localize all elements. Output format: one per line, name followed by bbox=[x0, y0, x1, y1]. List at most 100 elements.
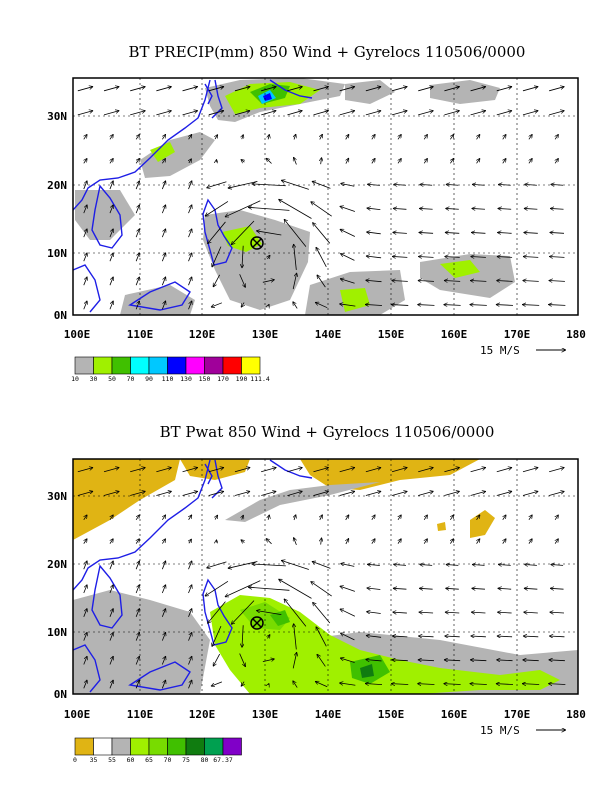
wind-vector bbox=[366, 612, 380, 614]
colorbar-label: 55 bbox=[108, 756, 116, 764]
lon-tick-labels: 100E 110E 120E 130E 140E 150E 160E 170E … bbox=[64, 708, 586, 721]
lon-tick: 110E bbox=[127, 708, 154, 721]
wind-vector bbox=[136, 539, 139, 544]
wind-vector bbox=[420, 564, 433, 565]
wind-vector bbox=[228, 181, 258, 188]
wind-vector bbox=[446, 564, 459, 565]
wind-vector bbox=[189, 515, 192, 520]
wind-vector bbox=[130, 111, 145, 115]
wind-vector bbox=[312, 222, 329, 243]
wind-vector bbox=[183, 491, 198, 495]
wind-vector bbox=[213, 654, 220, 666]
wind-vector bbox=[372, 515, 375, 520]
wind-vector bbox=[156, 111, 171, 115]
lon-tick: 160E bbox=[441, 708, 468, 721]
wind-vector bbox=[281, 560, 309, 569]
wind-vector bbox=[529, 158, 532, 163]
wind-vector bbox=[471, 232, 485, 233]
wind-vector bbox=[136, 515, 139, 520]
wind-vector bbox=[445, 232, 459, 233]
wind-vector bbox=[311, 202, 332, 217]
lon-tick: 110E bbox=[127, 328, 154, 341]
wind-vector bbox=[78, 87, 93, 91]
wind-vector bbox=[523, 256, 538, 257]
lon-tick: 150E bbox=[378, 708, 405, 721]
wind-vector bbox=[162, 134, 165, 139]
colorbar-label: 90 bbox=[145, 375, 153, 383]
wind-vector bbox=[110, 539, 113, 544]
colorbar-swatch bbox=[149, 738, 168, 755]
wind-vector bbox=[84, 134, 87, 139]
colorbar-label: 75 bbox=[182, 756, 190, 764]
wind-vector bbox=[293, 302, 298, 309]
wind-vector bbox=[346, 515, 349, 520]
wind-vector bbox=[252, 184, 286, 186]
wind-vector bbox=[472, 564, 485, 565]
wind-vector bbox=[550, 232, 564, 233]
lon-tick: 140E bbox=[315, 708, 342, 721]
wind-vector bbox=[241, 159, 245, 162]
wind-vector bbox=[316, 247, 326, 267]
lat-tick-labels: 0N 10N 20N 30N bbox=[47, 110, 67, 322]
wind-vector bbox=[503, 515, 506, 520]
wind-vector bbox=[189, 205, 192, 214]
wind-vector bbox=[225, 581, 260, 597]
wind-vector bbox=[110, 158, 113, 163]
wind-vector bbox=[78, 111, 93, 115]
wind-vector bbox=[366, 111, 381, 115]
wind-vector bbox=[549, 467, 564, 471]
wind-vector bbox=[366, 491, 381, 495]
wind-vector bbox=[523, 232, 537, 233]
wind-vector bbox=[497, 232, 511, 233]
wind-vector bbox=[213, 275, 220, 287]
colorbar-label: 60 bbox=[127, 756, 135, 764]
wind-vector bbox=[524, 184, 537, 185]
wind-vector bbox=[445, 612, 459, 613]
colorbar-label: 50 bbox=[108, 375, 116, 383]
wind-vector bbox=[340, 491, 355, 495]
wind-vector bbox=[340, 183, 354, 186]
wind-vector bbox=[228, 562, 258, 569]
wind-vector bbox=[471, 111, 486, 115]
lat-tick: 30N bbox=[47, 110, 67, 123]
lon-tick-labels: 100E 110E 120E 130E 140E 150E 160E 170E … bbox=[64, 328, 586, 341]
wind-vector bbox=[549, 281, 565, 282]
wind-vector bbox=[477, 539, 480, 544]
colorbar-label: 111.4 bbox=[250, 375, 270, 383]
wind-vector bbox=[162, 229, 165, 238]
wind-vector bbox=[393, 612, 407, 613]
reference-vector-label: 15 M/S bbox=[480, 344, 520, 357]
wind-vector bbox=[294, 134, 296, 140]
wind-vector bbox=[84, 301, 87, 310]
wind-vector bbox=[523, 281, 539, 282]
wind-vector bbox=[471, 612, 485, 613]
wind-vector bbox=[268, 515, 269, 520]
wind-vector bbox=[549, 256, 564, 257]
wind-vector bbox=[314, 111, 329, 115]
wind-vector bbox=[444, 636, 459, 637]
colorbar-label: 65 bbox=[145, 756, 153, 764]
wind-vector bbox=[523, 636, 538, 637]
lat-tick-labels: 0N 10N 20N 30N bbox=[47, 490, 67, 701]
colorbar-label: 10 bbox=[71, 375, 79, 383]
wind-vector bbox=[136, 229, 139, 238]
wind-vector bbox=[248, 207, 289, 210]
wind-vector bbox=[523, 491, 538, 495]
wind-vector bbox=[367, 588, 381, 590]
colorbar-swatch bbox=[131, 738, 150, 755]
wind-vector bbox=[497, 612, 511, 613]
wind-vector bbox=[162, 584, 165, 593]
wind-vector bbox=[104, 87, 119, 91]
lat-tick: 20N bbox=[47, 558, 67, 571]
wind-vector bbox=[189, 253, 192, 262]
lon-tick: 120E bbox=[189, 328, 216, 341]
wind-vector bbox=[162, 561, 165, 570]
wind-vector bbox=[110, 301, 113, 310]
wind-vector bbox=[287, 467, 302, 471]
wind-vector bbox=[84, 253, 87, 262]
wind-vector bbox=[392, 256, 407, 257]
lon-tick: 130E bbox=[252, 708, 279, 721]
